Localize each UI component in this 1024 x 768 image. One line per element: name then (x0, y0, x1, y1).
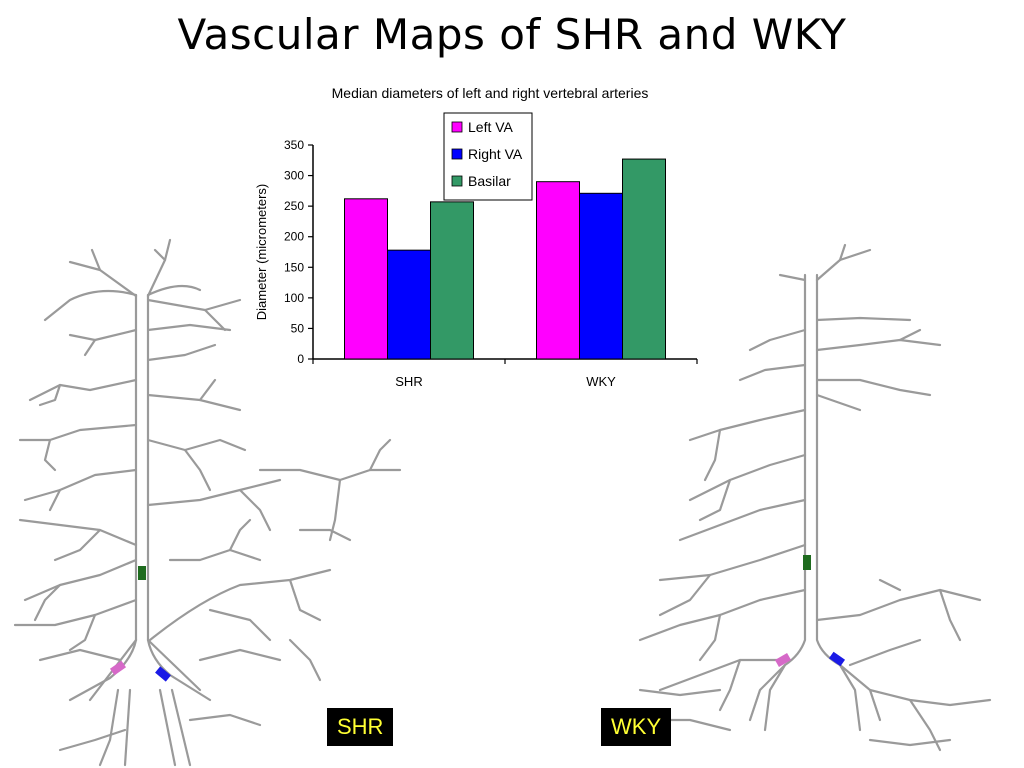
wky-basilar-marker (803, 555, 811, 570)
y-axis-label: Diameter (micrometers) (254, 184, 269, 321)
y-tick-label: 50 (291, 321, 305, 335)
wky-left-va-marker (774, 653, 792, 667)
y-tick-label: 350 (284, 138, 304, 152)
shr-right-va-marker (155, 666, 171, 682)
y-tick-label: 150 (284, 260, 304, 274)
y-tick-label: 100 (284, 291, 304, 305)
bar-shr-right-va (387, 249, 431, 360)
y-tick-label: 200 (284, 230, 304, 244)
legend-label: Right VA (468, 146, 523, 162)
bar-wky-right-va (579, 192, 623, 360)
y-tick-label: 250 (284, 199, 304, 213)
bar-wky-basilar (622, 158, 666, 360)
legend-swatch (451, 175, 463, 187)
shr-map-label: SHR (327, 708, 394, 746)
wky-right-va-marker (828, 651, 846, 667)
wky-map-label: WKY (601, 708, 672, 746)
bar-chart: 0 50 100 150 200 250 300 350 Diameter (micromete… (254, 112, 698, 389)
bar-shr-basilar (430, 201, 474, 360)
bar-wky-left-va (536, 181, 580, 360)
slide-title: Vascular Maps of SHR and WKY (177, 10, 847, 59)
legend-label: Basilar (468, 173, 511, 189)
y-tick-label: 0 (297, 352, 304, 366)
x-tick-label: WKY (586, 374, 616, 389)
bar-shr-left-va (344, 198, 388, 360)
chart-title: Median diameters of left and right verte… (331, 85, 649, 101)
legend-swatch (451, 121, 463, 133)
legend-swatch (451, 148, 463, 160)
x-tick-label: SHR (395, 374, 422, 389)
y-tick-label: 300 (284, 169, 304, 183)
shr-basilar-marker (138, 566, 146, 580)
legend-label: Left VA (468, 119, 514, 135)
shr-left-va-marker (109, 660, 127, 676)
